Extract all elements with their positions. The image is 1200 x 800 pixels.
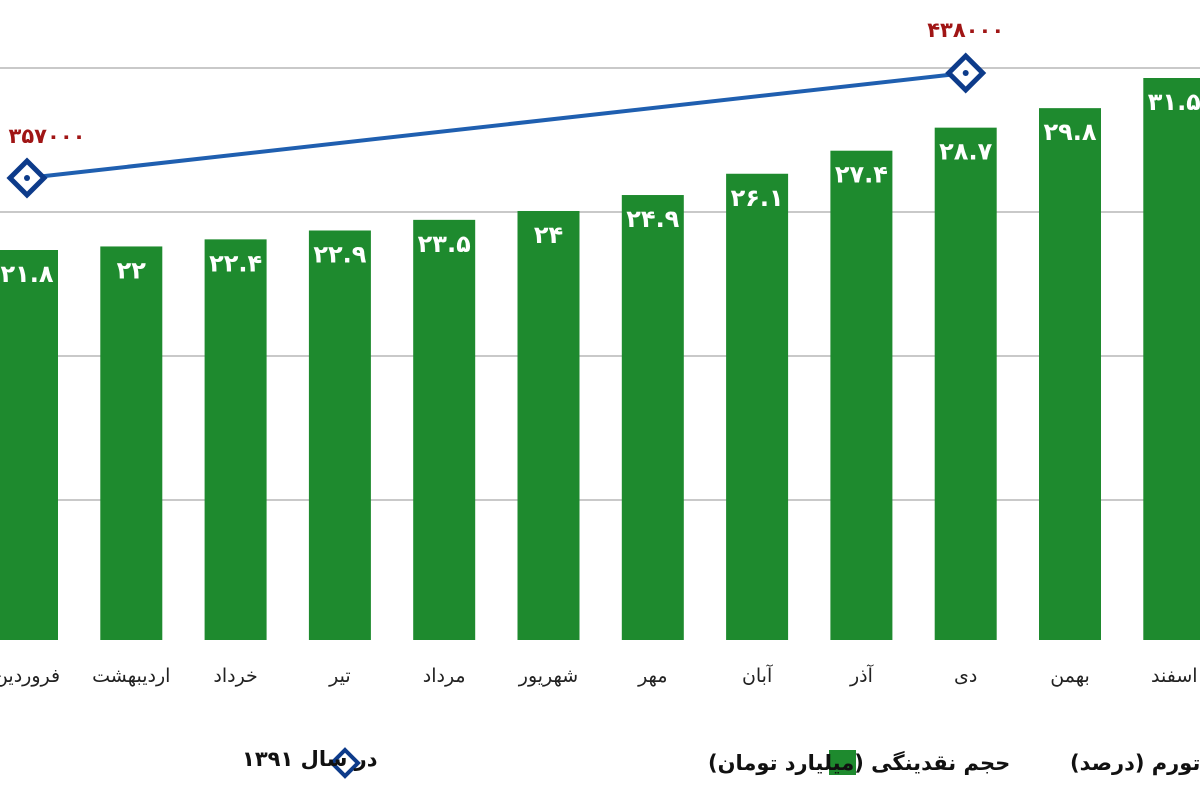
bar [308,230,371,640]
category-label: مرداد [423,665,466,687]
line-path [26,71,966,180]
category-label: اردیبهشت [92,665,170,687]
category-label: مهر [637,665,667,687]
category-label: دی [954,665,977,687]
category-label: آبان [742,663,773,687]
bar-value-label: ۲۳.۵ [418,230,471,258]
year-note: در سال ۱۳۹۱ [242,747,378,771]
legend-swatch-inflation [829,750,856,775]
legend-label-liquidity: حجم نقدینگی (میلیارد تومان) [708,750,1010,775]
bar-value-label: ۲۹.۸ [1043,118,1096,146]
bar-value-label: ۲۲ [117,256,147,284]
category-label: خرداد [213,665,257,687]
legend-label-inflation: نرخ تورم (درصد) [1070,751,1200,775]
line-point-label: ۳۵۷۰۰۰ [9,124,86,148]
bar-value-label: ۲۴ [534,221,563,249]
legend-marker-liquidity-icon [329,747,361,779]
bar [517,210,580,640]
bars [0,78,1200,641]
bar [204,239,267,640]
category-label: شهریور [518,665,578,687]
line-point-label: ۴۳۸۰۰۰ [927,18,1004,42]
bar [830,150,893,640]
bar [1039,108,1101,640]
bar [934,127,997,641]
category-label: فروردین [0,665,60,687]
category-label: بهمن [1050,665,1090,687]
line-point-dot [24,175,30,181]
bar [726,173,789,641]
legend: نرخ تورم (درصد) حجم نقدینگی (میلیارد توم… [242,747,1200,779]
bar-value-label: ۲۷.۴ [835,161,888,189]
bar-value-label: ۲۸.۷ [939,138,992,166]
liquidity-line: ۳۵۷۰۰۰ ۴۳۸۰۰۰ [6,18,1004,199]
bar-value-label: ۲۲.۴ [209,249,262,277]
category-labels: فروردین اردیبهشت خرداد تیر مرداد شهریور مهر آبا… [0,663,1198,687]
bar [0,250,58,640]
bar-value-label: ۳۱.۵ [1148,88,1200,116]
category-label: آذر [849,663,874,687]
grid-lines [0,67,1200,501]
bar [100,246,163,640]
bar [1143,78,1200,640]
bar-value-label: ۲۴.۹ [626,205,679,233]
bar-value-label: ۲۶.۱ [731,184,784,212]
bar [621,195,684,640]
bar [413,219,476,641]
line-point-dot [962,70,969,76]
bar-value-label: ۲۱.۸ [0,260,53,288]
category-label: اسفند [1151,665,1198,687]
bar-value-labels: ۲۱.۸ ۲۲ ۲۲.۴ ۲۲.۹ ۲۳.۵ ۲۴ ۲۴.۹ ۲۶.۱ ۲۷.۴ ۲۸.۷ ۲۹.۸… [0,88,1200,288]
bar-value-label: ۲۲.۹ [313,240,366,268]
category-label: تیر [328,665,351,687]
